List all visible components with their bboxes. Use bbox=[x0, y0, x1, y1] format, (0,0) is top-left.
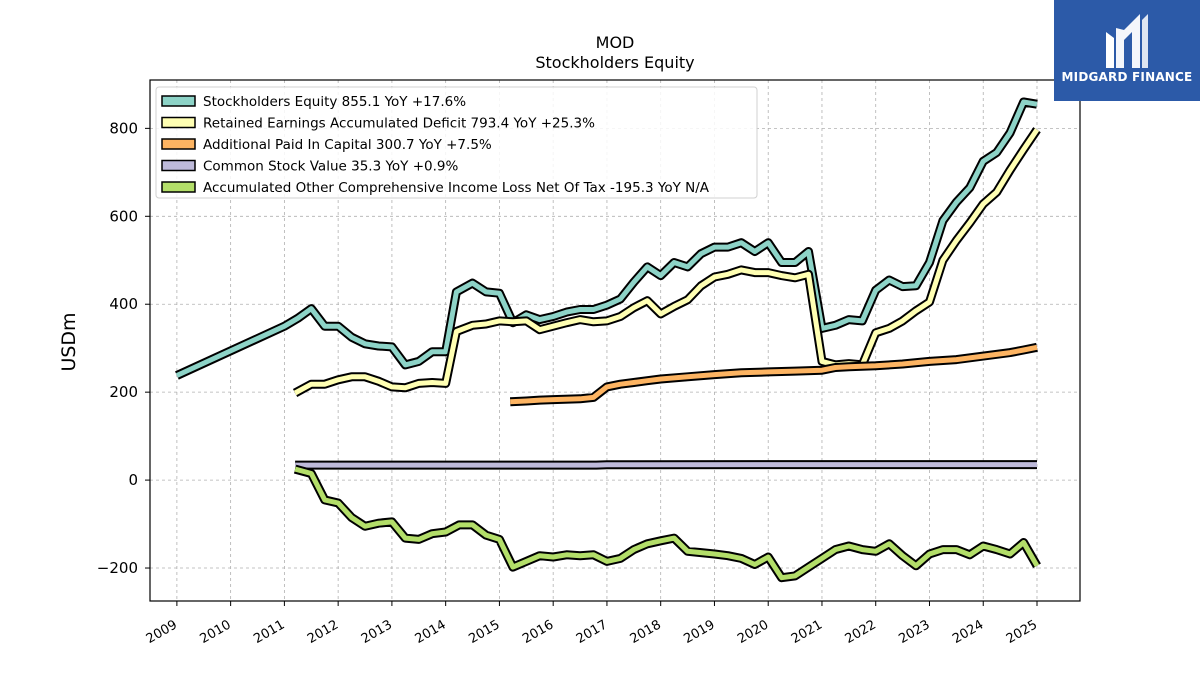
y-axis-label: USDm bbox=[58, 312, 80, 371]
x-tick-label: 2021 bbox=[789, 617, 825, 647]
legend-swatch bbox=[161, 95, 196, 107]
x-tick-label: 2013 bbox=[359, 617, 395, 647]
x-tick-label: 2010 bbox=[198, 617, 234, 647]
legend-entry: Stockholders Equity 855.1 YoY +17.6% bbox=[203, 94, 466, 110]
y-tick-label: 200 bbox=[109, 383, 138, 401]
y-tick-label: 0 bbox=[128, 471, 138, 489]
chart-subtitle: Stockholders Equity bbox=[535, 53, 694, 72]
y-axis-ticks: −200 0 200 400 600 800 bbox=[97, 119, 150, 577]
x-tick-label: 2009 bbox=[144, 617, 180, 647]
x-tick-label: 2019 bbox=[681, 617, 717, 647]
y-tick-label: 800 bbox=[109, 119, 138, 137]
x-tick-label: 2011 bbox=[251, 617, 287, 647]
y-tick-label: 400 bbox=[109, 295, 138, 313]
series-outline-2 bbox=[509, 342, 1038, 407]
legend-entry: Accumulated Other Comprehensive Income L… bbox=[203, 180, 710, 196]
legend-entry: Retained Earnings Accumulated Deficit 79… bbox=[203, 116, 595, 132]
series-line-4 bbox=[294, 466, 1040, 581]
x-tick-label: 2017 bbox=[574, 617, 610, 647]
x-tick-label: 2012 bbox=[305, 617, 341, 647]
x-tick-label: 2025 bbox=[1004, 617, 1040, 647]
plot-frame bbox=[149, 79, 1081, 602]
x-tick-label: 2016 bbox=[520, 617, 556, 647]
series-line-2 bbox=[510, 344, 1038, 405]
series-lines bbox=[175, 97, 1041, 583]
brand-logo-text: MIDGARD FINANCE bbox=[1061, 70, 1193, 84]
legend-swatch bbox=[161, 181, 196, 193]
x-tick-label: 2020 bbox=[735, 617, 771, 647]
x-axis-ticks: 2009 2010 2011 2012 2013 2014 2015 2016 2017 2018… bbox=[144, 601, 1040, 647]
y-tick-label: 600 bbox=[109, 207, 138, 225]
y-tick-label: −200 bbox=[97, 559, 138, 577]
legend-swatch bbox=[161, 159, 196, 172]
legend-entry: Common Stock Value 35.3 YoY +0.9% bbox=[203, 159, 458, 175]
legend-swatch bbox=[161, 138, 196, 150]
x-tick-label: 2022 bbox=[843, 617, 879, 647]
x-tick-label: 2014 bbox=[413, 617, 449, 647]
series-line-3 bbox=[295, 462, 1038, 468]
series-line-1 bbox=[293, 128, 1040, 396]
brand-logo-mark-icon bbox=[1106, 14, 1148, 68]
brand-logo: MIDGARD FINANCE bbox=[1054, 0, 1200, 101]
legend-swatch bbox=[161, 116, 196, 129]
legend-entry: Additional Paid In Capital 300.7 YoY +7.… bbox=[203, 137, 492, 153]
x-tick-label: 2024 bbox=[950, 617, 986, 647]
chart-title: MOD bbox=[596, 33, 635, 52]
x-tick-label: 2018 bbox=[628, 617, 664, 647]
x-tick-label: 2023 bbox=[896, 617, 932, 647]
x-tick-label: 2015 bbox=[466, 617, 502, 647]
legend-box bbox=[155, 86, 758, 199]
legend: Stockholders Equity 855.1 YoY +17.6% Reta… bbox=[155, 86, 758, 199]
series-outline-4 bbox=[293, 464, 1041, 583]
series-line-0 bbox=[175, 99, 1038, 378]
